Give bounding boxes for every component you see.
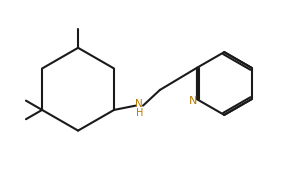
Text: H: H xyxy=(136,108,143,118)
Text: N: N xyxy=(135,99,143,109)
Text: N: N xyxy=(189,96,197,106)
